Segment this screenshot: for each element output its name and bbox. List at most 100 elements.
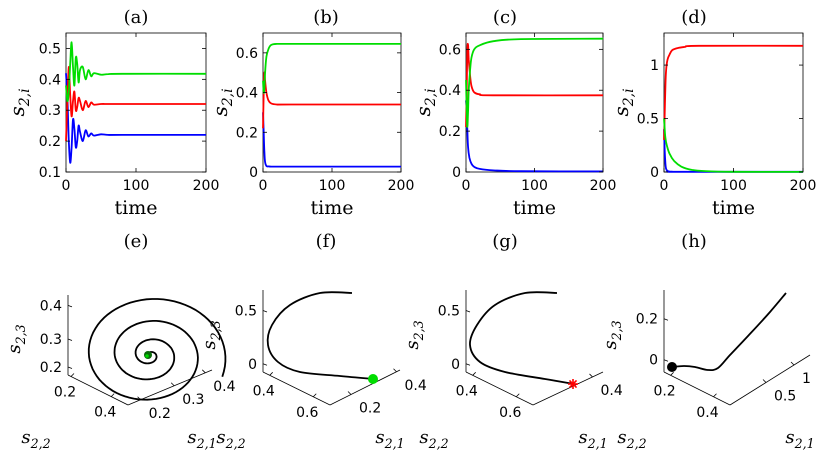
z-axis-label-base: s [600, 340, 621, 349]
y-tick-label: 0.6 [499, 405, 521, 421]
x-axis-label-sub: 2,1 [384, 436, 405, 451]
x-tick-label: 0.4 [213, 379, 235, 395]
x-tick [347, 391, 352, 395]
z-tick-label: 0 [649, 353, 658, 369]
x-tick-label: 0.3 [182, 392, 204, 408]
y-axis-label-text: s2,2 [419, 427, 448, 451]
z-axis-label-base: s [402, 340, 423, 349]
y-axis-label-text: s2,i [208, 88, 236, 116]
z-tick-label: 0.4 [40, 298, 62, 314]
z-tick-label: 0 [248, 357, 257, 373]
y-tick-label: 0.6 [236, 46, 258, 62]
x-axis-label: s2,1 [578, 427, 607, 451]
panel-f: (f)00.50.40.6 0.20.4s2,3s2,2 s2,1 [199, 231, 427, 451]
y-axis-label-text: s2,i [5, 88, 33, 116]
y-axis [262, 371, 331, 406]
y-tick-label: 0.4 [439, 83, 461, 99]
endpoint-marker-inner [145, 354, 149, 358]
y-axis-label-text: s2,2 [216, 427, 245, 451]
x-tick-label: 0.5 [774, 389, 796, 405]
x-tick-label: 0 [462, 178, 471, 194]
z-axis-label: s2,3 [600, 320, 624, 349]
series-line [65, 41, 207, 103]
z-axis-label-sub: 2,3 [411, 320, 426, 341]
z-tick [67, 366, 73, 369]
x-tick-label: 1 [802, 371, 811, 387]
x-tick-label: 200 [790, 178, 817, 194]
panel-label: (d) [681, 7, 707, 28]
x-axis-label-text: s2,1 [785, 427, 814, 451]
z-axis-label-text: s2,3 [4, 324, 28, 353]
y-axis-label-sub: 2,i [17, 88, 33, 107]
x-axis-label: s2,1 [785, 427, 814, 451]
y-tick-label: 0.4 [94, 405, 116, 421]
z-axis-label-sub: 2,3 [208, 320, 223, 341]
y-tick-label: 0.5 [39, 41, 61, 57]
y-axis-label-base: s [216, 427, 225, 448]
x-tick-label: 100 [319, 178, 346, 194]
x-axis-label: s2,1 [187, 427, 216, 451]
x-axis [729, 354, 811, 406]
z-tick [465, 363, 471, 366]
x-axis-label-text: s2,1 [375, 427, 404, 451]
y-axis-label-sub: 2,2 [30, 436, 51, 451]
x-axis-label-text: s2,1 [578, 427, 607, 451]
series-line [663, 129, 803, 173]
x-tick-label: 100 [720, 178, 747, 194]
y-tick-label: 0.2 [39, 134, 61, 150]
x-tick [201, 369, 206, 374]
z-axis-label-text: s2,3 [600, 320, 624, 349]
z-axis-label-base: s [4, 344, 25, 353]
x-tick-label: 0.4 [405, 378, 427, 394]
panel-label: (a) [124, 7, 149, 28]
x-tick-label: 200 [193, 178, 220, 194]
axes-box [465, 32, 604, 173]
y-tick-label: 0.4 [236, 86, 258, 102]
y-axis-label: s2,i [208, 88, 236, 116]
x-tick [393, 368, 397, 373]
x-tick-label: 200 [388, 178, 415, 194]
z-tick [67, 305, 73, 308]
x-tick-label: 0.2 [149, 406, 171, 422]
y-tick [472, 372, 476, 376]
x-axis-label: time [513, 197, 556, 219]
z-tick [663, 318, 669, 321]
marker-stroke [568, 379, 578, 389]
x-tick [589, 373, 593, 378]
z-tick-label: 0.5 [235, 304, 257, 320]
x-axis-label: time [311, 197, 354, 219]
z-axis-label-text: s2,3 [402, 320, 426, 349]
z-tick-label: 0.5 [438, 304, 460, 320]
x-axis-label: time [115, 197, 158, 219]
x-tick [762, 379, 767, 383]
y-axis-label-text: s2,2 [617, 427, 646, 451]
y-axis-label: s2,i [5, 88, 33, 116]
y-tick-label: 0.2 [653, 383, 675, 399]
x-tick-label: 0 [62, 178, 71, 194]
endpoint-marker [368, 374, 378, 384]
panel-label: (b) [313, 7, 339, 28]
y-axis-label-base: s [5, 106, 29, 116]
y-tick-label: 0.4 [696, 405, 718, 421]
z-axis-label-base: s [199, 340, 220, 349]
y-tick [110, 393, 115, 397]
y-tick-label: 0.4 [39, 72, 61, 88]
x-axis-label-base: s [578, 427, 587, 448]
series-line [465, 37, 604, 128]
y-axis [465, 371, 534, 406]
y-tick [515, 393, 520, 398]
x-axis-label-text: s2,1 [187, 427, 216, 451]
y-axis-label-base: s [21, 427, 30, 448]
y-tick [312, 393, 317, 398]
x-tick [790, 361, 795, 366]
z-axis-label-sub: 2,3 [609, 320, 624, 341]
z-tick [262, 310, 268, 313]
panel-label: (g) [492, 231, 518, 252]
y-axis-label-base: s [419, 427, 428, 448]
x-axis-label-base: s [187, 427, 196, 448]
y-axis-label: s2,2 [617, 427, 646, 451]
series-line [65, 66, 206, 142]
y-tick-label: 0.1 [39, 165, 61, 181]
